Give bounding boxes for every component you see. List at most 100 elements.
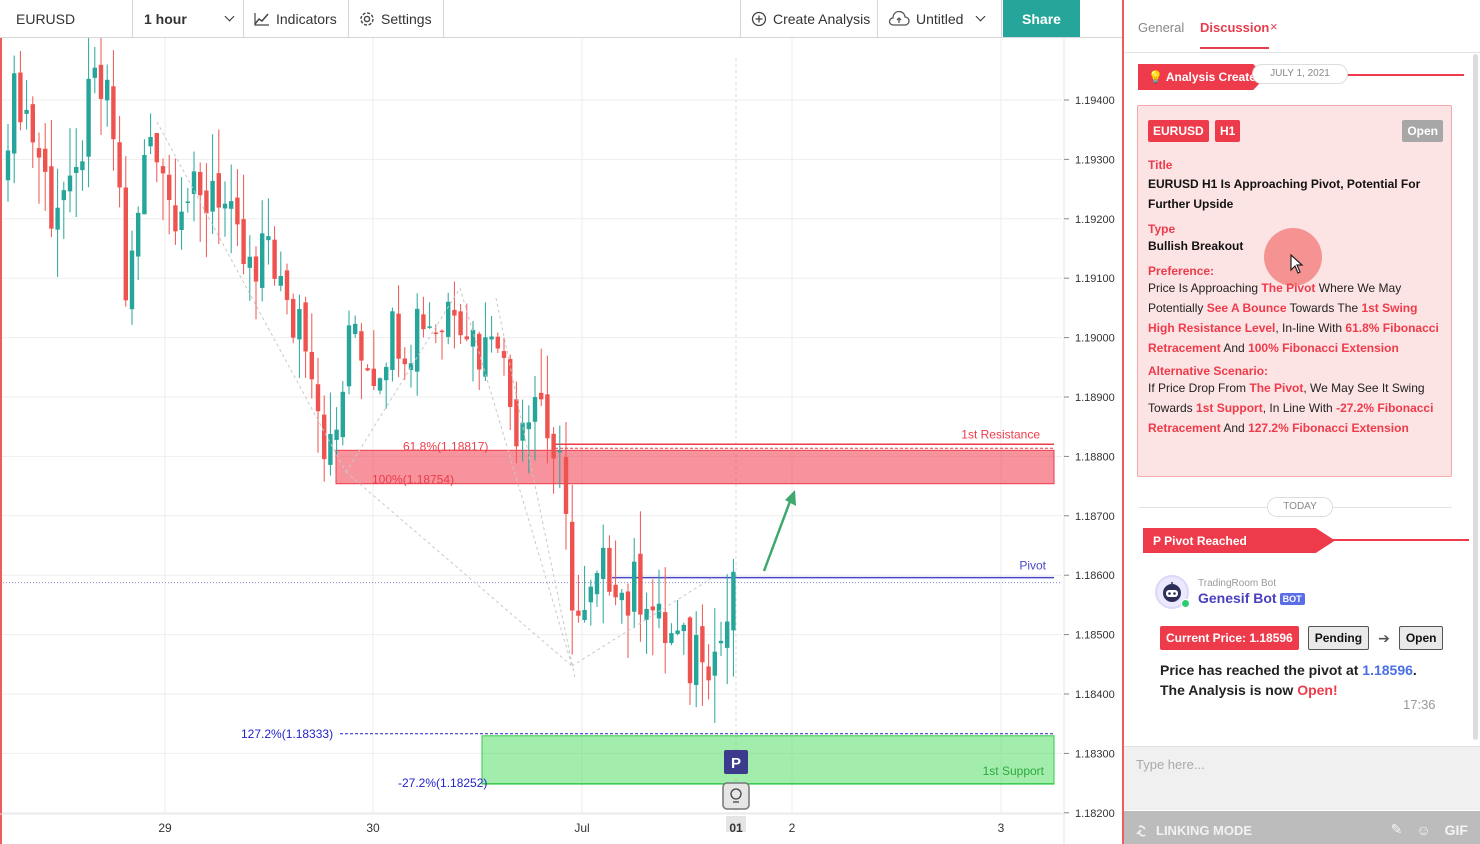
bear-candle <box>687 617 693 684</box>
composer-toolbar: LINKING MODE ✎ ☺ GIF <box>1124 811 1480 844</box>
bull-candle <box>179 211 184 230</box>
bear-candle <box>49 166 54 229</box>
bear-candle <box>154 133 159 163</box>
resistance-label: 1st Resistance <box>961 427 1040 441</box>
current-price-badge: Current Price: 1.18596 <box>1160 626 1299 650</box>
linking-mode-label: LINKING MODE <box>1156 823 1253 838</box>
symbol-selector[interactable]: EURUSD <box>0 0 133 37</box>
time-tick-label: 2 <box>789 821 796 835</box>
close-tab-icon[interactable]: × <box>1270 19 1278 34</box>
preference-label: Preference: <box>1148 264 1215 278</box>
price-tick-label: 1.18300 <box>1075 748 1115 760</box>
bear-candle <box>514 399 519 447</box>
gif-button[interactable]: GIF <box>1444 821 1468 838</box>
bull-candle <box>67 175 73 192</box>
create-analysis-button[interactable]: Create Analysis <box>740 0 878 37</box>
symbol-tag: EURUSD <box>1148 120 1209 142</box>
fib-1272-label: 127.2%(1.18333) <box>241 727 333 741</box>
bear-candle <box>173 205 178 232</box>
analysis-divider-line <box>1264 74 1464 76</box>
pivot-reached-label: Pivot Reached <box>1164 534 1247 548</box>
harmonic-leg <box>156 121 347 473</box>
bull-candle <box>142 154 147 215</box>
interval-selector[interactable]: 1 hour <box>133 0 244 37</box>
time-tick-label: Jul <box>574 821 589 835</box>
bear-candle <box>545 394 550 439</box>
attachment-icon[interactable]: ✎ <box>1390 821 1403 837</box>
layout-name-selector[interactable]: Untitled <box>878 0 1002 37</box>
bull-candle <box>632 561 637 612</box>
support-label: 1st Support <box>983 764 1045 778</box>
bear-candle <box>464 336 469 340</box>
emoji-icon[interactable]: ☺ <box>1416 821 1431 838</box>
bear-candle <box>700 626 705 663</box>
linking-mode-toggle[interactable]: LINKING MODE <box>1134 823 1252 838</box>
bear-candle <box>117 142 122 188</box>
online-status-dot <box>1181 599 1190 608</box>
bull-candle <box>681 624 686 632</box>
bull-candle <box>334 429 339 440</box>
panel-scrollbar[interactable] <box>1473 54 1478 740</box>
settings-button[interactable]: Settings <box>349 0 444 37</box>
resistance-zone <box>335 449 1055 485</box>
bear-candle <box>322 414 327 460</box>
bull-candle <box>210 180 215 212</box>
bear-candle <box>309 351 314 380</box>
chevron-down-icon <box>976 11 986 22</box>
bull-candle <box>725 621 730 648</box>
analysis-title: EURUSD H1 Is Approaching Pivot, Potentia… <box>1148 177 1421 211</box>
bear-candle <box>458 311 463 336</box>
bear-candle <box>204 190 209 214</box>
bull-candle <box>718 640 724 644</box>
analysis-card[interactable]: EURUSD H1 Open Title EURUSD H1 Is Approa… <box>1137 105 1452 477</box>
bear-candle <box>43 148 48 172</box>
bull-candle <box>278 275 283 286</box>
analysis-type: Bullish Breakout <box>1148 239 1244 253</box>
status-open: Open <box>1398 626 1444 650</box>
bull-candle <box>105 79 110 101</box>
bear-candle <box>508 358 513 407</box>
tab-discussion[interactable]: Discussion <box>1200 20 1270 49</box>
bull-candle <box>384 366 389 381</box>
bull-candle <box>191 171 197 195</box>
bull-candle <box>266 236 271 241</box>
bear-candle <box>433 332 438 335</box>
bear-candle <box>607 547 612 592</box>
time-axis[interactable]: 29 30 Jul 01 2 3 <box>0 813 1064 835</box>
price-chart[interactable]: 1st Resistance 1st Support Pivot 61.8%(1.18… <box>0 38 1122 844</box>
chart-overlay: 1st Resistance 1st Support Pivot 61.8%(1.18… <box>156 121 1047 810</box>
bull-candle <box>260 233 265 288</box>
bull-candle <box>222 203 228 209</box>
bot-name-label: Genesif Bot <box>1198 590 1277 606</box>
link-icon <box>1136 824 1146 837</box>
indicators-label: Indicators <box>276 10 337 27</box>
bull-candle <box>353 323 358 334</box>
bot-organization: TradingRoom Bot <box>1198 578 1276 589</box>
price-tick-label: 1.18900 <box>1075 392 1115 404</box>
price-axis[interactable]: 1.19400 1.19300 1.19200 1.19100 1.19000 1.189… <box>1063 38 1115 844</box>
layout-name-label: Untitled <box>916 10 964 27</box>
bull-candle <box>92 67 97 78</box>
chart-canvas[interactable]: 1st Resistance 1st Support Pivot 61.8%(1.18… <box>0 38 1122 844</box>
indicators-button[interactable]: Indicators <box>244 0 349 37</box>
indicators-icon <box>254 12 269 26</box>
price-tick-label: 1.19100 <box>1075 273 1115 285</box>
price-tick-label: 1.19400 <box>1075 95 1115 107</box>
message-input[interactable] <box>1136 757 1456 772</box>
tab-general[interactable]: General <box>1138 20 1185 35</box>
share-label: Share <box>1022 10 1061 27</box>
bear-candle <box>452 309 457 316</box>
bull-candle <box>427 326 432 328</box>
bull-candle <box>346 325 352 387</box>
fib-100-label: 100%(1.18754) <box>372 473 454 487</box>
bear-candle <box>539 392 544 400</box>
bear-candle <box>371 368 376 387</box>
bull-candle <box>390 311 395 370</box>
bull-candle <box>712 651 717 676</box>
share-button[interactable]: Share <box>1003 0 1080 37</box>
price-tick-label: 1.18500 <box>1075 630 1115 642</box>
bear-candle <box>36 148 42 158</box>
bull-candle <box>408 363 414 371</box>
bot-name[interactable]: Genesif Bot BOT <box>1198 590 1305 606</box>
lightbulb-icon: 💡 <box>1148 70 1163 84</box>
